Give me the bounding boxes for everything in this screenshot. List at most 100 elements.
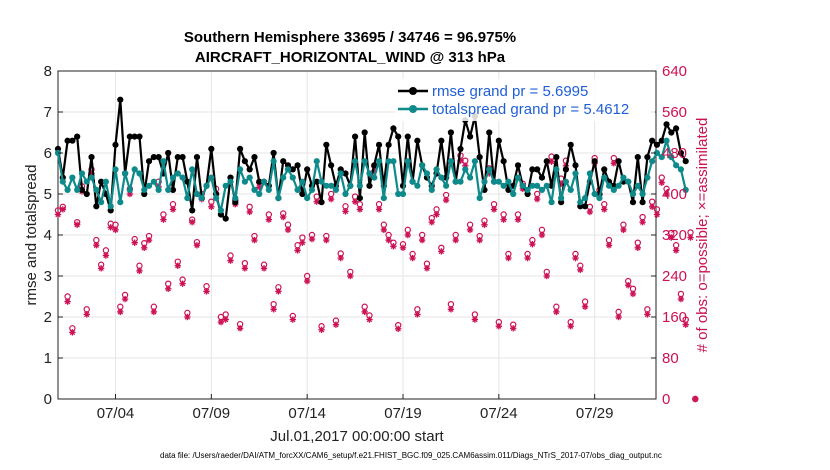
obs-possible-point xyxy=(514,211,522,218)
rmse-point xyxy=(629,199,637,206)
obs-assimilated-point xyxy=(577,266,584,274)
rmse-point xyxy=(663,121,670,128)
obs-assimilated-stroke xyxy=(409,255,416,261)
totalspread-point xyxy=(399,190,407,198)
rmse-point xyxy=(677,149,685,157)
obs-assimilated-stroke xyxy=(443,197,449,203)
obs-possible-point xyxy=(361,303,368,310)
obs-assimilated-point xyxy=(625,282,632,289)
obs-possible-point xyxy=(677,290,685,298)
obs-assimilated-point xyxy=(452,236,459,244)
totalspread-point xyxy=(577,199,584,206)
totalspread-point xyxy=(347,182,354,189)
obs-assimilated-stroke xyxy=(615,314,622,320)
obs-possible-point xyxy=(160,211,167,218)
obs-assimilated-stroke xyxy=(108,224,114,231)
obs-assimilated-stroke xyxy=(366,316,373,323)
rmse-point xyxy=(150,154,157,161)
obs-assimilated-stroke xyxy=(400,245,406,251)
obs-assimilated-point xyxy=(409,254,416,262)
obs-assimilated-point xyxy=(663,190,670,198)
totalspread-point xyxy=(236,166,244,173)
rmse-point xyxy=(385,141,392,148)
rmse-point xyxy=(126,133,133,140)
y2-tick-label: 480 xyxy=(662,145,687,162)
totalspread-point xyxy=(246,174,253,181)
obs-possible-point xyxy=(634,239,641,246)
obs-assimilated-stroke xyxy=(385,237,392,243)
obs-assimilated-stroke xyxy=(644,311,651,318)
obs-assimilated-point xyxy=(169,206,177,213)
rmse-point xyxy=(236,145,244,152)
obs-assimilated-stroke xyxy=(481,222,488,228)
obs-assimilated-point xyxy=(476,236,483,244)
rmse-point xyxy=(328,162,335,169)
totalspread-point xyxy=(299,178,306,185)
rmse-point xyxy=(145,158,153,165)
obs-assimilated-point xyxy=(160,216,167,223)
obs-assimilated-stroke xyxy=(64,298,71,305)
obs-assimilated-stroke xyxy=(141,245,147,251)
totalspread-point xyxy=(93,186,100,193)
obs-assimilated-stroke xyxy=(414,311,421,318)
obs-assimilated-point xyxy=(217,318,225,326)
y2-tick-label: 640 xyxy=(662,63,687,80)
totalspread-point xyxy=(131,166,138,173)
obs-possible-point xyxy=(648,198,656,205)
obs-assimilated-point xyxy=(692,395,699,403)
totalspread-point xyxy=(294,186,301,193)
totalspread-point xyxy=(169,174,177,181)
totalspread-point xyxy=(658,154,665,161)
obs-assimilated-stroke xyxy=(342,208,349,215)
totalspread-point xyxy=(222,182,229,189)
obs-possible-point xyxy=(447,300,455,308)
totalspread-point xyxy=(198,195,205,202)
rmse-point xyxy=(117,96,124,103)
obs-assimilated-point xyxy=(581,303,589,310)
obs-possible-point xyxy=(165,280,172,287)
x-tick-label: 07/19 xyxy=(384,405,422,422)
totalspread-point xyxy=(289,174,296,181)
y-tick-label: 1 xyxy=(44,350,52,367)
totalspread-point xyxy=(414,182,421,189)
rmse-point xyxy=(653,141,661,148)
totalspread-point xyxy=(69,174,76,181)
y2-tick-label: 0 xyxy=(662,391,670,408)
obs-assimilated-stroke xyxy=(438,248,445,255)
obs-assimilated-point xyxy=(610,160,618,167)
obs-assimilated-stroke xyxy=(280,214,286,220)
y2-tick-label: 560 xyxy=(662,104,687,121)
obs-possible-point xyxy=(284,221,292,228)
totalspread-point xyxy=(538,186,546,193)
rmse-point xyxy=(500,158,507,165)
rmse-point xyxy=(447,129,455,136)
rmse-point xyxy=(591,158,598,165)
totalspread-point xyxy=(366,170,373,177)
totalspread-point xyxy=(548,199,555,206)
y2-axis-label: # of obs: o=possible; ×=assimilated xyxy=(694,118,711,353)
obs-assimilated-point xyxy=(538,231,546,239)
obs-assimilated-point xyxy=(327,195,335,203)
obs-assimilated-stroke xyxy=(136,268,143,274)
totalspread-point xyxy=(514,174,522,181)
obs-possible-point xyxy=(404,226,411,234)
obs-assimilated-stroke xyxy=(290,316,296,323)
obs-possible-point xyxy=(615,308,622,316)
obs-assimilated-stroke xyxy=(476,237,483,243)
obs-assimilated-point xyxy=(510,325,517,332)
obs-possible-point xyxy=(299,234,306,241)
totalspread-point xyxy=(476,195,483,202)
obs-assimilated-point xyxy=(203,288,210,295)
totalspread-point xyxy=(342,190,349,198)
rmse-point xyxy=(543,158,550,165)
totalspread-point xyxy=(184,195,191,202)
obs-assimilated-stroke xyxy=(635,245,641,251)
obs-assimilated-stroke xyxy=(496,323,502,329)
obs-possible-point xyxy=(620,221,627,228)
obs-assimilated-stroke xyxy=(328,196,334,202)
obs-assimilated-point xyxy=(174,262,181,269)
rmse-point xyxy=(313,178,320,185)
rmse-point xyxy=(174,154,181,161)
totalspread-point xyxy=(447,158,455,165)
totalspread-point xyxy=(433,166,440,173)
